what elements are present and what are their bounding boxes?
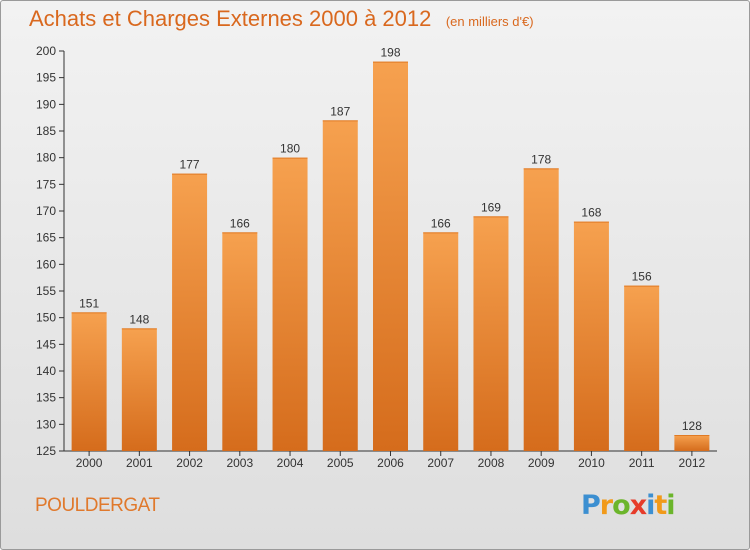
bar <box>71 312 107 451</box>
bar-value-label: 187 <box>330 104 350 118</box>
commune-name: POULDERGAT <box>35 495 160 516</box>
bar <box>172 173 208 451</box>
x-tick-label: 2004 <box>277 456 304 470</box>
proxiti-logo[interactable]: Proxiti <box>581 490 676 521</box>
y-tick-label: 165 <box>36 231 56 245</box>
bar-value-label: 169 <box>481 200 501 214</box>
y-tick-label: 185 <box>36 124 56 138</box>
bar-value-label: 156 <box>632 270 652 284</box>
chart-title: Achats et Charges Externes 2000 à 2012 <box>29 6 432 31</box>
bar <box>674 435 710 451</box>
bar <box>373 61 408 452</box>
y-tick-label: 140 <box>36 364 56 378</box>
bar <box>222 232 258 451</box>
y-tick-label: 175 <box>36 177 56 191</box>
bar-value-label: 148 <box>129 312 149 326</box>
x-tick-label: 2012 <box>679 456 706 470</box>
x-tick-label: 2007 <box>427 456 454 470</box>
bar-value-label: 168 <box>581 206 601 220</box>
bar-value-label: 128 <box>682 419 702 433</box>
y-tick-label: 135 <box>36 391 56 405</box>
y-tick-label: 145 <box>36 337 56 351</box>
x-tick-label: 2006 <box>377 456 404 470</box>
bar-value-label: 166 <box>230 216 250 230</box>
y-tick-label: 125 <box>36 444 56 458</box>
chart-unit: (en milliers d'€) <box>445 14 534 29</box>
axes: 125 130 135 140 145 150 155 160 165 170 175 180 185 1… <box>36 44 717 470</box>
x-tick-label: 2001 <box>126 456 153 470</box>
x-tick-label: 2003 <box>226 456 253 470</box>
bar-value-label: 166 <box>431 216 451 230</box>
y-tick-label: 150 <box>36 311 56 325</box>
bar-value-label: 151 <box>79 296 99 310</box>
bar <box>272 157 308 451</box>
chart-header: Achats et Charges Externes 2000 à 2012 (… <box>29 6 534 32</box>
y-tick-label: 195 <box>36 71 56 85</box>
bar <box>573 221 609 451</box>
x-tick-label: 2010 <box>578 456 605 470</box>
bar-value-label: 178 <box>531 152 551 166</box>
x-tick-label: 2000 <box>76 456 103 470</box>
bar-value-label: 177 <box>180 158 200 172</box>
y-tick-label: 155 <box>36 284 56 298</box>
bar <box>423 232 459 451</box>
x-tick-label: 2005 <box>327 456 354 470</box>
bar-value-label: 198 <box>380 46 400 60</box>
y-tick-label: 160 <box>36 257 56 271</box>
x-tick-label: 2009 <box>528 456 555 470</box>
y-tick-label: 190 <box>36 97 56 111</box>
bar <box>121 328 157 451</box>
bar <box>624 285 660 451</box>
x-tick-label: 2011 <box>629 456 655 470</box>
bar <box>322 120 358 451</box>
x-tick-label: 2002 <box>176 456 203 470</box>
bars: 151 148 177 166 180 187 198 166 169 178 168 156 128 <box>71 46 710 452</box>
bar <box>473 216 509 451</box>
y-tick-label: 130 <box>36 417 56 431</box>
y-tick-label: 180 <box>36 151 56 165</box>
y-tick-label: 170 <box>36 204 56 218</box>
y-tick-label: 200 <box>36 44 56 58</box>
bar-value-label: 180 <box>280 142 300 156</box>
x-tick-label: 2008 <box>478 456 505 470</box>
bar <box>523 168 559 452</box>
